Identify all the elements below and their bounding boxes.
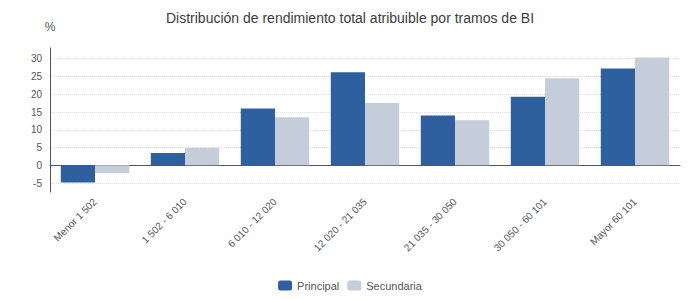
- svg-text:21 035 - 30 050: 21 035 - 30 050: [402, 196, 460, 254]
- svg-text:10: 10: [31, 124, 43, 135]
- svg-text:5: 5: [36, 142, 42, 153]
- svg-text:-5: -5: [33, 178, 42, 189]
- svg-text:6 010 - 12 020: 6 010 - 12 020: [226, 196, 280, 250]
- svg-text:12 020 - 21 035: 12 020 - 21 035: [312, 196, 370, 254]
- svg-text:1 502 - 6 010: 1 502 - 6 010: [140, 196, 190, 246]
- svg-text:Distribución de rendimiento to: Distribución de rendimiento total atribu…: [166, 10, 534, 26]
- svg-text:0: 0: [36, 160, 42, 171]
- svg-text:15: 15: [31, 107, 43, 118]
- svg-text:Secundaria: Secundaria: [366, 280, 423, 292]
- svg-text:Menor 1 502: Menor 1 502: [51, 196, 99, 244]
- svg-text:25: 25: [31, 71, 43, 82]
- svg-text:20: 20: [31, 89, 43, 100]
- svg-text:30: 30: [31, 53, 43, 64]
- svg-text:30 050 - 60 101: 30 050 - 60 101: [492, 196, 550, 254]
- svg-text:%: %: [45, 20, 56, 34]
- svg-text:Principal: Principal: [297, 280, 339, 292]
- svg-text:Mayor 60 101: Mayor 60 101: [588, 196, 639, 247]
